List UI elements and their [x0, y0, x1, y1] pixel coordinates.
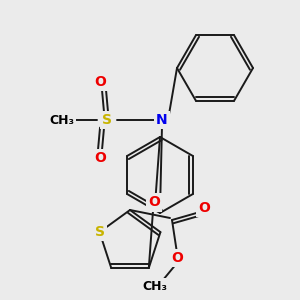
Text: O: O	[171, 251, 183, 265]
Text: O: O	[94, 75, 106, 89]
Text: O: O	[148, 195, 160, 209]
Text: CH₃: CH₃	[142, 280, 167, 292]
Text: S: S	[94, 225, 105, 239]
Text: O: O	[198, 201, 210, 215]
Text: CH₃: CH₃	[50, 113, 74, 127]
Text: O: O	[94, 151, 106, 165]
Text: S: S	[102, 113, 112, 127]
Text: N: N	[156, 113, 168, 127]
